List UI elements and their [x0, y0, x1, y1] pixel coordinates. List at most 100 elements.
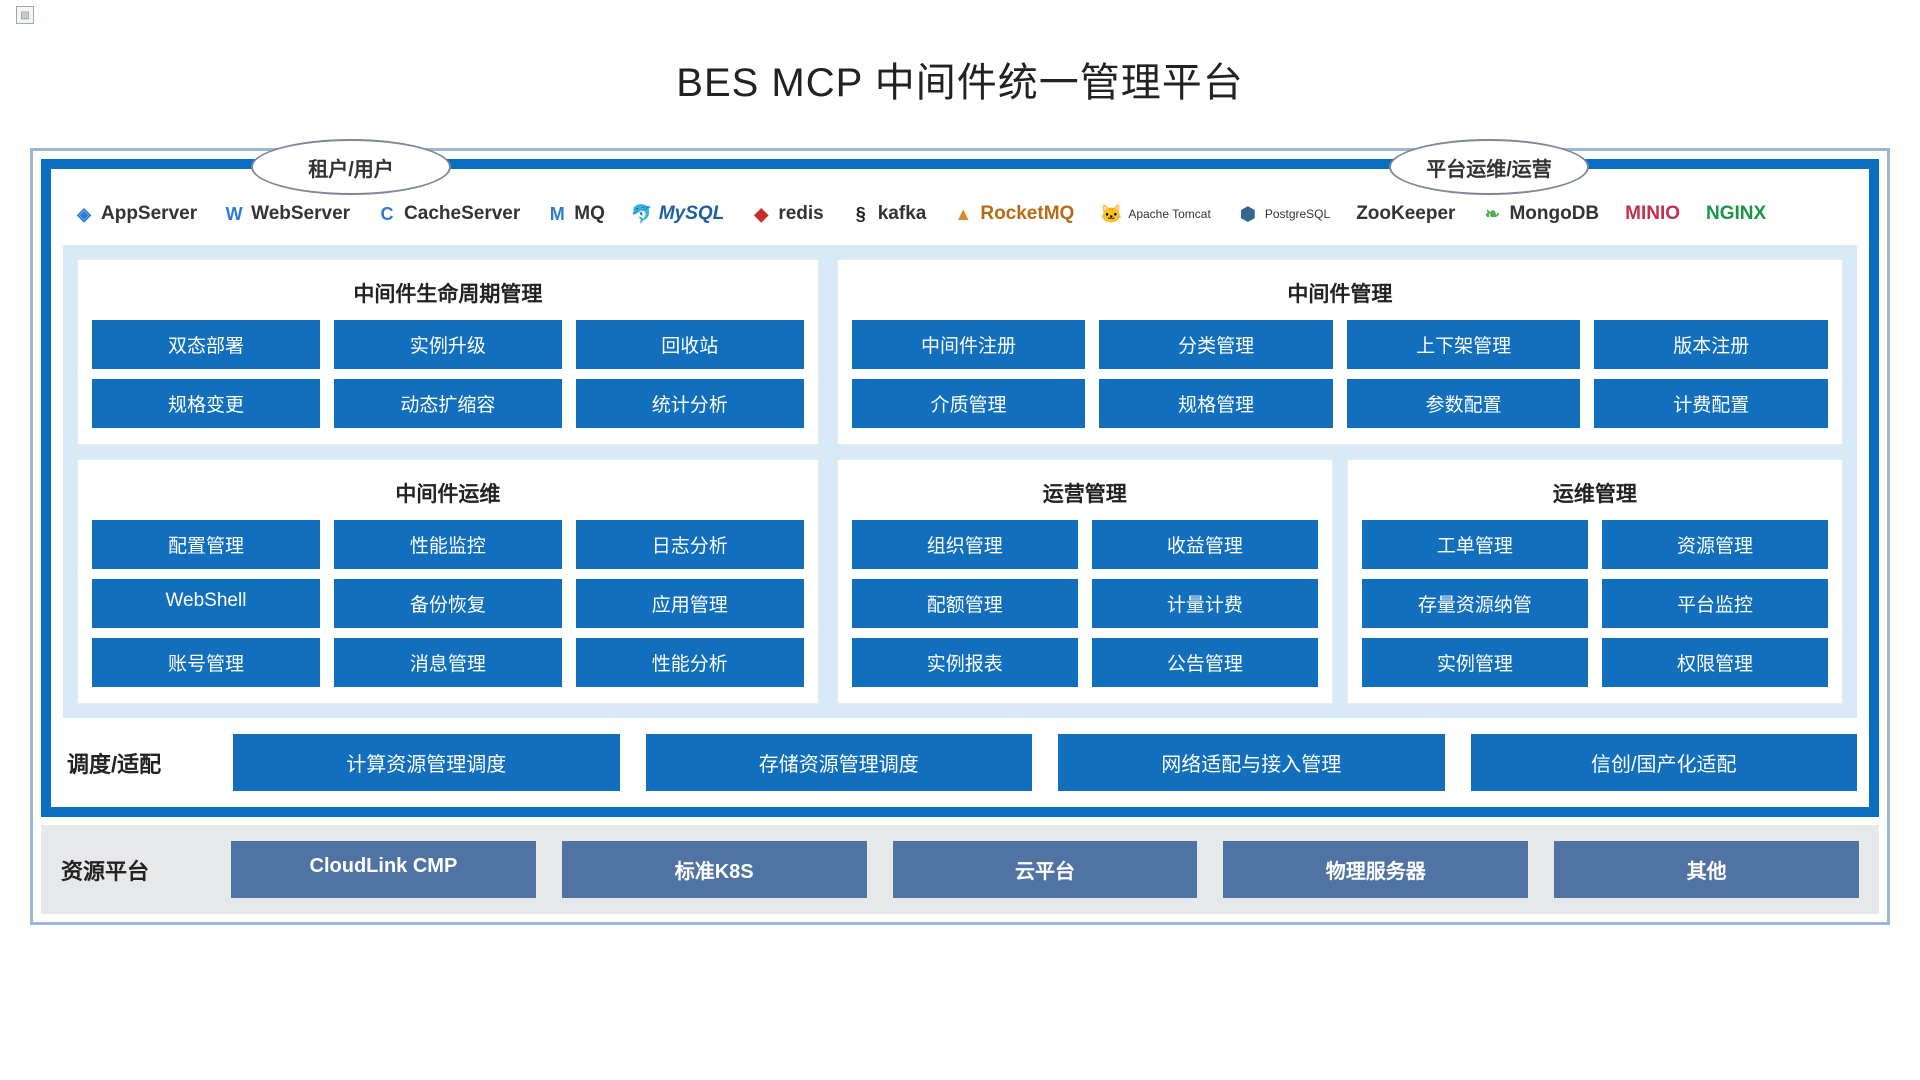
cacheserver-label: CacheServer	[404, 203, 520, 225]
module-title: 运维管理	[1362, 470, 1828, 520]
right-column: 中间件管理中间件注册分类管理上下架管理版本注册介质管理规格管理参数配置计费配置 …	[837, 259, 1843, 704]
feature-tile: WebShell	[92, 579, 320, 628]
mysql-icon: 🐬	[631, 203, 653, 225]
scheduling-label: 调度/适配	[63, 734, 213, 791]
feature-tile: 双态部署	[92, 320, 320, 369]
logo-rocketmq: ▲ RocketMQ	[952, 203, 1074, 225]
resource-tile: 云平台	[893, 841, 1198, 898]
feature-tile: 规格变更	[92, 379, 320, 428]
logo-mysql: 🐬 MySQL	[631, 203, 724, 225]
feature-tile: 配置管理	[92, 520, 320, 569]
nginx-label: NGINX	[1706, 203, 1766, 225]
feature-tile: 实例管理	[1362, 638, 1588, 687]
feature-tile: 资源管理	[1602, 520, 1828, 569]
feature-tile: 上下架管理	[1347, 320, 1581, 369]
mq-label: MQ	[574, 203, 605, 225]
feature-tile: 参数配置	[1347, 379, 1581, 428]
mongodb-label: MongoDB	[1509, 203, 1599, 225]
feature-tile: 收益管理	[1092, 520, 1318, 569]
logo-postgresql: ⬢PostgreSQL	[1237, 203, 1330, 225]
cacheserver-icon: C	[376, 203, 398, 225]
module-grid: 组织管理收益管理配额管理计量计费实例报表公告管理	[852, 520, 1318, 687]
feature-tile: 日志分析	[576, 520, 804, 569]
feature-tile: 组织管理	[852, 520, 1078, 569]
logo-appserver: ◈ AppServer	[73, 203, 197, 225]
logo-mq: M MQ	[546, 203, 605, 225]
postgresql-icon: ⬢	[1237, 203, 1259, 225]
module-box: 运营管理组织管理收益管理配额管理计量计费实例报表公告管理	[837, 459, 1333, 704]
module-grid: 中间件注册分类管理上下架管理版本注册介质管理规格管理参数配置计费配置	[852, 320, 1828, 428]
scheduling-tile: 信创/国产化适配	[1471, 734, 1858, 791]
module-title: 中间件运维	[92, 470, 804, 520]
feature-tile: 版本注册	[1594, 320, 1828, 369]
logo-tomcat: 🐱 Apache Tomcat	[1100, 203, 1211, 225]
redis-icon: ◆	[750, 203, 772, 225]
feature-tile: 配额管理	[852, 579, 1078, 628]
scheduling-row: 调度/适配 计算资源管理调度存储资源管理调度网络适配与接入管理信创/国产化适配	[63, 730, 1857, 795]
mongodb-icon: ❧	[1481, 203, 1503, 225]
module-grid: 双态部署实例升级回收站规格变更动态扩缩容统计分析	[92, 320, 804, 428]
resource-tile: 其他	[1554, 841, 1859, 898]
feature-tile: 工单管理	[1362, 520, 1588, 569]
page-title: BES MCP 中间件统一管理平台	[30, 50, 1890, 108]
feature-tile: 存量资源纳管	[1362, 579, 1588, 628]
resource-tile: CloudLink CMP	[231, 841, 536, 898]
feature-tile: 实例升级	[334, 320, 562, 369]
feature-tile: 回收站	[576, 320, 804, 369]
module-grid: 工单管理资源管理存量资源纳管平台监控实例管理权限管理	[1362, 520, 1828, 687]
appserver-label: AppServer	[101, 203, 197, 225]
tomcat-label: Apache Tomcat	[1128, 207, 1211, 221]
mysql-label: MySQL	[659, 203, 724, 225]
module-box: 中间件管理中间件注册分类管理上下架管理版本注册介质管理规格管理参数配置计费配置	[837, 259, 1843, 445]
feature-tile: 备份恢复	[334, 579, 562, 628]
logo-minio: MINIO	[1625, 203, 1680, 225]
mq-icon: M	[546, 203, 568, 225]
appserver-icon: ◈	[73, 203, 95, 225]
feature-tile: 中间件注册	[852, 320, 1086, 369]
resource-tile: 物理服务器	[1223, 841, 1528, 898]
feature-tile: 平台监控	[1602, 579, 1828, 628]
resource-tile: 标准K8S	[562, 841, 867, 898]
scheduling-tile: 网络适配与接入管理	[1058, 734, 1445, 791]
module-title: 中间件管理	[852, 270, 1828, 320]
middleware-logo-strip: ◈AppServerWWebServerCCacheServerMMQ🐬MySQ…	[63, 181, 1857, 239]
module-box: 中间件生命周期管理双态部署实例升级回收站规格变更动态扩缩容统计分析	[77, 259, 819, 445]
module-box: 运维管理工单管理资源管理存量资源纳管平台监控实例管理权限管理	[1347, 459, 1843, 704]
logo-mongodb: ❧ MongoDB	[1481, 203, 1599, 225]
module-title: 中间件生命周期管理	[92, 270, 804, 320]
feature-tile: 规格管理	[1099, 379, 1333, 428]
scheduling-tile: 存储资源管理调度	[646, 734, 1033, 791]
feature-tile: 统计分析	[576, 379, 804, 428]
right-bottom-row: 运营管理组织管理收益管理配额管理计量计费实例报表公告管理运维管理工单管理资源管理…	[837, 459, 1843, 704]
kafka-icon: §	[850, 203, 872, 225]
module-box: 中间件运维配置管理性能监控日志分析WebShell备份恢复应用管理账号管理消息管…	[77, 459, 819, 704]
resource-items: CloudLink CMP 标准K8S 云平台物理服务器其他	[231, 841, 1859, 898]
scheduling-items: 计算资源管理调度存储资源管理调度网络适配与接入管理信创/国产化适配	[233, 734, 1857, 791]
right-top-module: 中间件管理中间件注册分类管理上下架管理版本注册介质管理规格管理参数配置计费配置	[837, 259, 1843, 445]
left-column: 中间件生命周期管理双态部署实例升级回收站规格变更动态扩缩容统计分析中间件运维配置…	[77, 259, 819, 704]
thumbnail-icon: ▧	[16, 6, 34, 24]
feature-tile: 应用管理	[576, 579, 804, 628]
redis-label: redis	[778, 203, 823, 225]
logo-redis: ◆ redis	[750, 203, 823, 225]
scheduling-tile: 计算资源管理调度	[233, 734, 620, 791]
feature-tile: 权限管理	[1602, 638, 1828, 687]
feature-tile: 介质管理	[852, 379, 1086, 428]
logo-zookeeper: ZooKeeper	[1356, 203, 1455, 225]
feature-tile: 计费配置	[1594, 379, 1828, 428]
minio-label: MINIO	[1625, 203, 1680, 225]
tomcat-icon: 🐱	[1100, 203, 1122, 225]
feature-tile: 账号管理	[92, 638, 320, 687]
logo-kafka: §kafka	[850, 203, 927, 225]
rocketmq-label: RocketMQ	[980, 203, 1074, 225]
main-blue-frame: 租户/用户 平台运维/运营 ◈AppServerWWebServerCCache…	[41, 159, 1879, 817]
feature-tile: 性能分析	[576, 638, 804, 687]
rocketmq-icon: ▲	[952, 203, 974, 225]
resource-row: 资源平台 CloudLink CMP标准K8S云平台物理服务器其他	[41, 825, 1879, 914]
feature-tile: 消息管理	[334, 638, 562, 687]
feature-tile: 实例报表	[852, 638, 1078, 687]
outer-frame: 租户/用户 平台运维/运营 ◈AppServerWWebServerCCache…	[30, 148, 1890, 925]
logo-nginx: NGINX	[1706, 203, 1766, 225]
feature-tile: 计量计费	[1092, 579, 1318, 628]
module-grid: 配置管理性能监控日志分析WebShell备份恢复应用管理账号管理消息管理性能分析	[92, 520, 804, 687]
